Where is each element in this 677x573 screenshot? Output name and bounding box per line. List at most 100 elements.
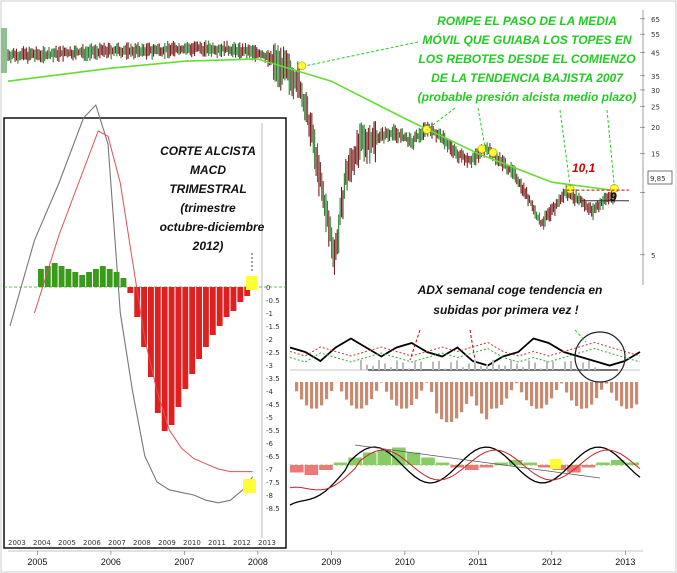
inset-y-tick-label: -4 <box>266 388 274 396</box>
adx-volume-bar <box>504 365 506 370</box>
annotation-arrow <box>305 41 419 67</box>
inset-x-tick-label: 2003 <box>8 539 26 547</box>
macd-weekly-bar <box>421 457 435 465</box>
adx-volume-bar <box>384 363 386 370</box>
adx-volume-bar <box>522 367 524 370</box>
adx-volume-bar <box>438 360 440 370</box>
adx-histogram-bar <box>580 382 584 409</box>
adx-volume-bar <box>528 360 530 370</box>
adx-histogram-bar <box>625 382 629 409</box>
adx-volume-bar <box>564 361 566 370</box>
annotation-arrow <box>574 329 587 343</box>
adx-volume-bar <box>576 368 578 370</box>
inset-histogram-bar <box>189 287 196 374</box>
adx-histogram-bar <box>400 382 404 409</box>
inset-histogram-bar <box>113 272 120 287</box>
adx-histogram-bar <box>320 382 324 406</box>
adx-histogram-bar <box>535 382 539 409</box>
adx-volume-bar <box>534 362 536 370</box>
price-bars <box>7 40 615 275</box>
inset-histogram-bar <box>120 278 127 287</box>
inset-histogram-bar <box>182 287 189 389</box>
adx-volume-bar <box>552 361 554 370</box>
annotation-arrow <box>606 109 615 186</box>
price-y-tick-label: 35 <box>651 73 660 81</box>
adx-histogram-bar <box>310 382 314 409</box>
adx-histogram-bar <box>575 382 579 407</box>
inset-histogram-bar <box>154 287 161 413</box>
annotation-macd-line: (trimestre <box>180 201 236 215</box>
macd-weekly-bar <box>581 465 596 468</box>
adx-histogram-bar <box>600 382 604 390</box>
adx-volume-bar <box>510 360 512 370</box>
adx-histogram-bar <box>475 382 479 406</box>
adx-histogram-bar <box>500 382 504 405</box>
adx-volume-bar <box>390 367 392 370</box>
inset-histogram-bar <box>168 287 175 425</box>
macd-weekly-bar <box>319 465 333 470</box>
macd-weekly-bar <box>537 465 552 468</box>
macd-weekly-bar <box>610 460 625 465</box>
adx-histogram-bar <box>510 382 514 391</box>
x-axis: 2005 2006 2007 2008 2009 2010 2011 2012 2013 <box>8 550 643 567</box>
adx-histogram-bar <box>330 382 334 392</box>
adx-volume-bar <box>474 360 476 370</box>
adx-histogram-bar <box>550 382 554 399</box>
macd-weekly-bar <box>348 457 362 465</box>
annotation-macd-line: CORTE ALCISTA <box>160 144 256 158</box>
macd-weekly-bar <box>465 465 479 470</box>
adx-histogram-bar <box>340 382 344 392</box>
inset-y-tick-label: -7 <box>266 466 273 474</box>
adx-volume-bar <box>378 360 380 370</box>
adx-volume-bar <box>594 367 596 370</box>
inset-x-tick-label: 2012 <box>233 539 251 547</box>
price-y-tick-label: 15 <box>651 151 660 159</box>
adx-volume-bar <box>546 360 548 370</box>
adx-histogram-bar <box>360 382 364 409</box>
adx-histogram-bar <box>585 382 589 409</box>
price-y-axis: 65 55 45 35 30 25 20 15 5 <box>640 16 660 260</box>
macd-weekly-bar <box>567 465 581 473</box>
adx-histogram-bar <box>490 382 494 409</box>
macd-weekly-line <box>289 446 641 506</box>
macd-weekly-bar <box>333 462 348 465</box>
annotation-adx-line: ADX semanal coge tendencia en <box>417 283 603 297</box>
inset-y-tick-label: -5.5 <box>266 427 280 435</box>
inset-y-tick-label: -5 <box>266 414 273 422</box>
di-plus-line <box>289 347 641 363</box>
adx-histogram-bar <box>630 382 634 409</box>
annotation-macd-line: 2012) <box>192 239 224 253</box>
inset-histogram-bar <box>141 287 147 347</box>
inset-histogram-bar <box>93 269 99 287</box>
adx-histogram-bar <box>365 382 369 406</box>
adx-panel <box>289 329 641 423</box>
inset-histogram-bar <box>223 287 230 317</box>
adx-histogram-bar <box>450 382 454 422</box>
macd-weekly-bar <box>508 460 523 465</box>
adx-volume-bar <box>402 362 404 370</box>
adx-histogram-bar <box>565 382 569 393</box>
price-y-tick-label: 25 <box>651 104 660 112</box>
inset-histogram-bar <box>44 266 51 287</box>
adx-histogram-bar <box>440 382 444 420</box>
adx-histogram-bar <box>355 382 359 409</box>
adx-volume-bar <box>516 363 518 370</box>
macd-weekly-bar <box>435 462 450 465</box>
adx-histogram-bar <box>415 382 419 399</box>
inset-x-tick-label: 2007 <box>108 539 126 547</box>
inset-histogram-bar <box>106 269 113 287</box>
inset-histogram-bar <box>175 287 182 407</box>
adx-histogram-bar <box>470 382 474 397</box>
adx-histogram-bar <box>325 382 329 400</box>
adx-volume-bar <box>432 361 434 370</box>
inset-y-tick-label: -0.5 <box>266 297 280 305</box>
adx-histogram-bar <box>605 382 609 384</box>
weekly-macd-panel <box>289 444 641 506</box>
annotation-macd-line: TRIMESTRAL <box>169 182 246 196</box>
macd-weekly-bar <box>290 465 304 473</box>
adx-volume-bar <box>420 361 422 370</box>
adx-histogram-bar <box>385 382 389 392</box>
adx-histogram-bar <box>590 382 594 405</box>
inset-histogram-bar <box>209 287 216 335</box>
